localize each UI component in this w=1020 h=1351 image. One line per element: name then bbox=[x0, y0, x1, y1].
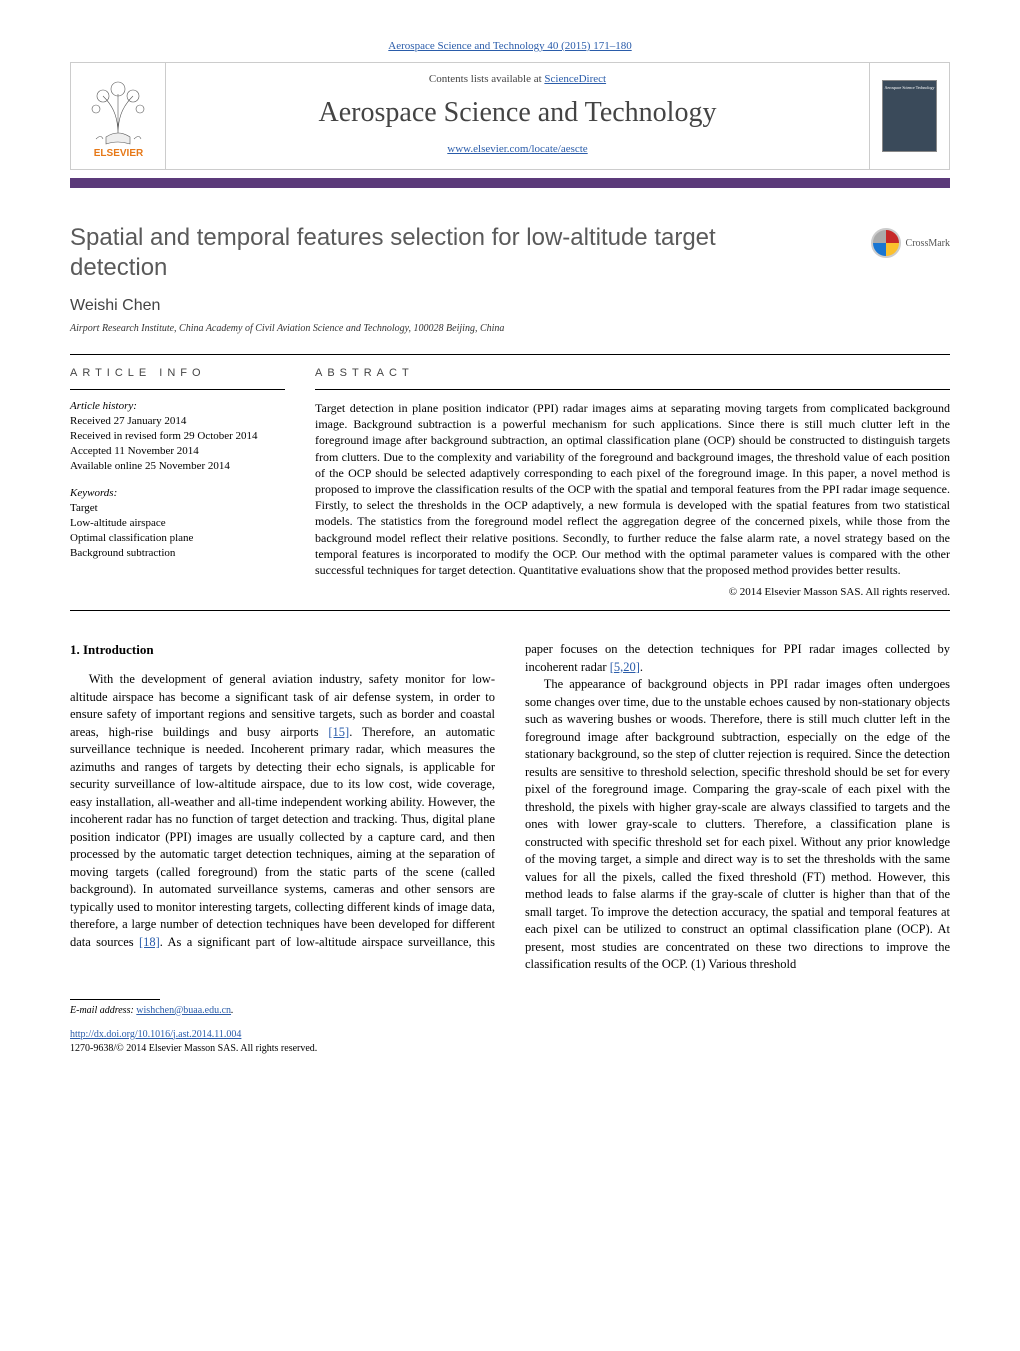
keyword-0: Target bbox=[70, 501, 285, 516]
journal-cover-thumbnail: Aerospace Science Technology bbox=[882, 80, 937, 152]
journal-name: Aerospace Science and Technology bbox=[176, 97, 859, 129]
divider-top bbox=[70, 354, 950, 355]
section-title: Introduction bbox=[83, 642, 154, 657]
email-suffix: . bbox=[231, 1005, 234, 1016]
doi-line: http://dx.doi.org/10.1016/j.ast.2014.11.… bbox=[70, 1028, 950, 1042]
cover-thumb-text: Aerospace Science Technology bbox=[884, 85, 934, 90]
decorative-bar bbox=[70, 178, 950, 188]
journal-homepage-url: www.elsevier.com/locate/aescte bbox=[176, 143, 859, 155]
ref-link-5-20[interactable]: [5,20] bbox=[610, 660, 640, 674]
elsevier-tree-logo: ELSEVIER bbox=[81, 74, 156, 159]
keyword-2: Optimal classification plane bbox=[70, 531, 285, 546]
publisher-logo-cell: ELSEVIER bbox=[71, 63, 166, 169]
history-line-0: Received 27 January 2014 bbox=[70, 414, 285, 429]
abstract-text: Target detection in plane position indic… bbox=[315, 400, 950, 578]
abstract-copyright: © 2014 Elsevier Masson SAS. All rights r… bbox=[315, 586, 950, 598]
ref-link-18[interactable]: [18] bbox=[139, 935, 160, 949]
history-line-3: Available online 25 November 2014 bbox=[70, 459, 285, 474]
intro-paragraph-2: The appearance of background objects in … bbox=[525, 676, 950, 974]
contents-prefix: Contents lists available at bbox=[429, 73, 544, 85]
article-info-heading: article info bbox=[70, 367, 285, 379]
email-label: E-mail address: bbox=[70, 1005, 134, 1016]
crossmark-label: CrossMark bbox=[906, 238, 950, 249]
header-center: Contents lists available at ScienceDirec… bbox=[166, 63, 869, 169]
doi-link[interactable]: http://dx.doi.org/10.1016/j.ast.2014.11.… bbox=[70, 1029, 241, 1040]
author-name: Weishi Chen bbox=[70, 297, 950, 315]
journal-citation-link[interactable]: Aerospace Science and Technology 40 (201… bbox=[388, 40, 631, 52]
divider-bottom bbox=[70, 610, 950, 611]
article-title: Spatial and temporal features selection … bbox=[70, 223, 770, 283]
page-footer: E-mail address: wishchen@buaa.edu.cn. ht… bbox=[70, 999, 950, 1056]
contents-available-line: Contents lists available at ScienceDirec… bbox=[176, 73, 859, 85]
journal-header-box: ELSEVIER Contents lists available at Sci… bbox=[70, 62, 950, 170]
abstract-heading: abstract bbox=[315, 367, 950, 379]
crossmark-badge[interactable]: CrossMark bbox=[871, 228, 950, 258]
author-email-link[interactable]: wishchen@buaa.edu.cn bbox=[136, 1005, 231, 1016]
p1-seg-d: . bbox=[640, 660, 643, 674]
issn-copyright-line: 1270-9638/© 2014 Elsevier Masson SAS. Al… bbox=[70, 1042, 950, 1056]
keyword-1: Low-altitude airspace bbox=[70, 516, 285, 531]
body-text-columns: 1. Introduction With the development of … bbox=[70, 641, 950, 974]
abstract-divider bbox=[315, 389, 950, 390]
p1-seg-b: . Therefore, an automatic surveillance t… bbox=[70, 725, 495, 949]
history-line-2: Accepted 11 November 2014 bbox=[70, 444, 285, 459]
footer-rule bbox=[70, 999, 160, 1000]
keyword-3: Background subtraction bbox=[70, 546, 285, 561]
crossmark-icon bbox=[871, 228, 901, 258]
author-affiliation: Airport Research Institute, China Academ… bbox=[70, 323, 950, 334]
keywords-label: Keywords: bbox=[70, 487, 285, 499]
abstract-column: abstract Target detection in plane posit… bbox=[315, 367, 950, 598]
ref-link-15[interactable]: [15] bbox=[328, 725, 349, 739]
journal-homepage-link[interactable]: www.elsevier.com/locate/aescte bbox=[447, 143, 587, 155]
history-line-1: Received in revised form 29 October 2014 bbox=[70, 429, 285, 444]
journal-citation-top: Aerospace Science and Technology 40 (201… bbox=[70, 40, 950, 52]
sciencedirect-link[interactable]: ScienceDirect bbox=[544, 73, 606, 85]
article-history-label: Article history: bbox=[70, 400, 285, 412]
elsevier-wordmark: ELSEVIER bbox=[93, 148, 143, 159]
article-info-column: article info Article history: Received 2… bbox=[70, 367, 285, 598]
email-line: E-mail address: wishchen@buaa.edu.cn. bbox=[70, 1004, 950, 1018]
journal-cover-cell: Aerospace Science Technology bbox=[869, 63, 949, 169]
section-heading-intro: 1. Introduction bbox=[70, 641, 495, 659]
section-number: 1. bbox=[70, 642, 80, 657]
info-divider bbox=[70, 389, 285, 390]
